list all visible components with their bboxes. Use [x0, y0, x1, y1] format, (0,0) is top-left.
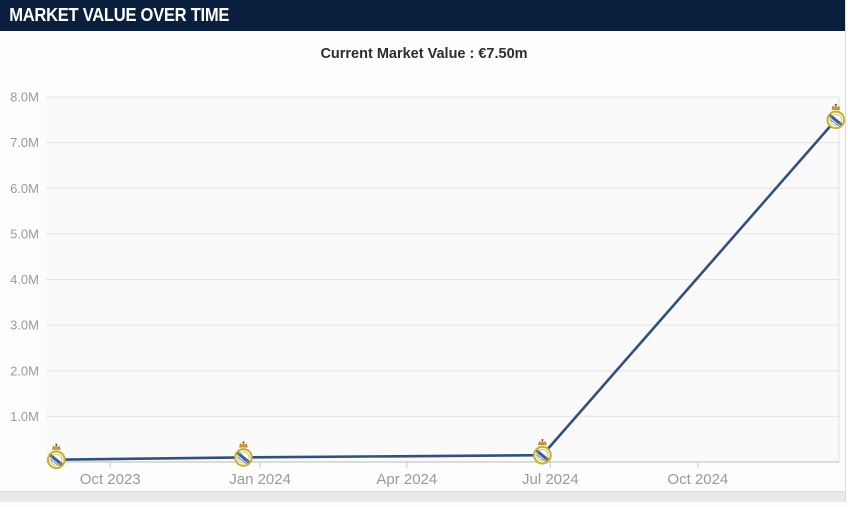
x-axis-tick-label: Jul 2024 [522, 471, 579, 488]
club-crest-marker [234, 441, 253, 467]
x-axis-tick-label: Jan 2024 [229, 471, 291, 488]
crest-crown [239, 441, 248, 448]
crest-inner-ring [237, 451, 250, 464]
y-axis-tick-label: 4.0M [10, 272, 39, 287]
x-axis-tick-label: Oct 2023 [80, 471, 141, 488]
y-axis-tick-label: 5.0M [10, 226, 39, 241]
y-axis-tick-label: 7.0M [10, 135, 39, 150]
bottom-strip [0, 491, 845, 502]
crest-inner-ring [536, 449, 549, 462]
crest-crown [51, 443, 61, 450]
crest-inner-ring [50, 453, 63, 466]
y-axis-tick-label: 6.0M [10, 181, 39, 196]
y-axis-tick-label: 8.0M [10, 90, 39, 105]
market-value-chart-container: 8.0M 7.0M 6.0M 5.0M 4.0M 3.0M 2.0M 1.0M Oct 2023… [0, 85, 848, 502]
crest-crown [538, 439, 547, 446]
y-axis-tick-label: 2.0M [10, 363, 39, 378]
y-axis-tick-label: 1.0M [10, 409, 39, 424]
club-crest-marker [46, 443, 66, 470]
current-market-value-text: Current Market Value : €7.50m [320, 46, 528, 62]
club-crest-marker [826, 103, 846, 130]
x-axis-tick-label: Oct 2024 [667, 471, 728, 488]
crest-inner-ring [829, 113, 842, 126]
section-header-bar: MARKET VALUE OVER TIME [0, 0, 845, 31]
x-axis-tick-label: Apr 2024 [376, 471, 437, 488]
section-title: MARKET VALUE OVER TIME [9, 5, 230, 25]
crest-crown [831, 103, 841, 110]
market-value-line [56, 118, 837, 462]
y-axis-tick-label: 3.0M [10, 318, 39, 333]
market-value-chart: 8.0M 7.0M 6.0M 5.0M 4.0M 3.0M 2.0M 1.0M Oct 2023… [10, 90, 846, 488]
club-crest-marker [533, 439, 552, 465]
right-edge-divider [845, 0, 848, 502]
